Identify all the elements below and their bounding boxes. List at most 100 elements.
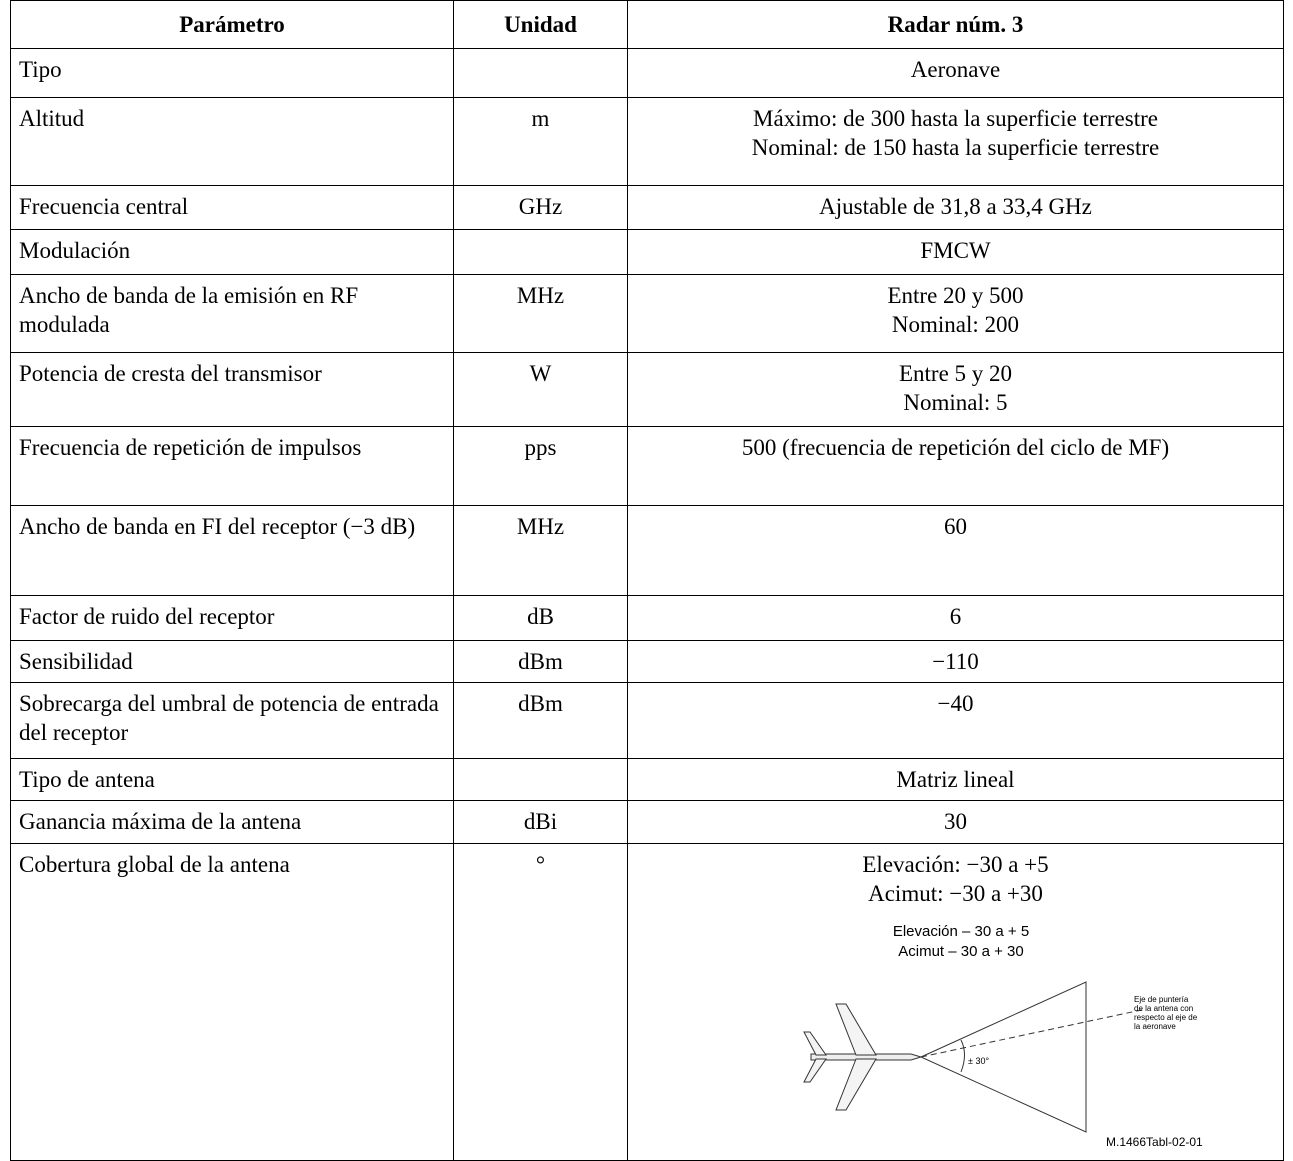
- table-cell: °: [453, 843, 628, 1161]
- table-cell: GHz: [453, 185, 628, 230]
- cell-line: Ajustable de 31,8 a 33,4 GHz: [819, 194, 1092, 219]
- cell-text: dBi: [523, 809, 558, 834]
- header-cell: Parámetro: [10, 0, 454, 49]
- table-cell: 30: [627, 800, 1284, 844]
- table-row: Frecuencia central GHz Ajustable de 31,8 a…: [10, 185, 1284, 230]
- coverage-figure: Elevación – 30 a + 5 Acimut – 30 a + 30 ± …: [802, 923, 1203, 1149]
- table-cell: Frecuencia central: [10, 185, 454, 230]
- cell-text: Ancho de banda de la emisión en RF modul…: [19, 283, 359, 337]
- figure-label: Elevación – 30 a + 5: [892, 923, 1028, 940]
- table-cell: Frecuencia de repetición de impulsos: [10, 426, 454, 506]
- table-cell: Matriz lineal: [627, 758, 1284, 801]
- cell-text: dB: [527, 604, 554, 629]
- table-cell: FMCW: [627, 229, 1284, 275]
- table-cell: MHz: [453, 274, 628, 353]
- cell-line: 500 (frecuencia de repetición del ciclo …: [741, 435, 1170, 460]
- table-cell: Tipo de antena: [10, 758, 454, 801]
- table-cell: Ancho de banda de la emisión en RF modul…: [10, 274, 454, 353]
- cell-text: Tipo: [19, 57, 62, 82]
- table-cell: dBi: [453, 800, 628, 844]
- cell-line: −110: [932, 649, 979, 674]
- table-cell: Factor de ruido del receptor: [10, 595, 454, 641]
- table-cell: Sobrecarga del umbral de potencia de ent…: [10, 682, 454, 759]
- table-cell: [453, 48, 628, 98]
- cell-text: Sensibilidad: [19, 649, 133, 674]
- cell-text: W: [529, 361, 552, 386]
- cell-text: Frecuencia central: [19, 194, 189, 219]
- parameter-table: Parámetro Unidad Radar núm. 3 Tipo Aeronave…: [10, 0, 1284, 1161]
- cell-line: Entre 20 y 500: [887, 283, 1024, 308]
- figure-ref: M.1466Tabl-02-01: [1106, 1135, 1203, 1149]
- table-cell: Ajustable de 31,8 a 33,4 GHz: [627, 185, 1284, 230]
- cell-text: MHz: [516, 283, 565, 308]
- cell-line: Nominal: 5: [903, 390, 1008, 415]
- header-text: Parámetro: [179, 12, 285, 37]
- table-row: Cobertura global de la antena ° Elevación:…: [10, 843, 1284, 1161]
- table-cell: pps: [453, 426, 628, 506]
- cell-text: Ancho de banda en FI del receptor (−3 dB…: [19, 514, 416, 539]
- cell-text: dBm: [518, 649, 563, 674]
- axis-note: Eje de puntería: [1134, 995, 1189, 1004]
- cell-line: Nominal: 200: [891, 312, 1020, 337]
- table-cell: Máximo: de 300 hasta la superficie terre…: [627, 97, 1284, 186]
- table-cell: MHz: [453, 505, 628, 596]
- axis-note: la aeronave: [1134, 1022, 1176, 1031]
- table-cell: Ganancia máxima de la antena: [10, 800, 454, 844]
- table-cell: [453, 758, 628, 801]
- table-cell: −110: [627, 640, 1284, 683]
- cell-line: Matriz lineal: [896, 767, 1015, 792]
- table-row: Tipo Aeronave: [10, 48, 1284, 98]
- boresight: [920, 1008, 1146, 1058]
- table-cell: Modulación: [10, 229, 454, 275]
- table-cell: Sensibilidad: [10, 640, 454, 683]
- table-cell: Tipo: [10, 48, 454, 98]
- table-cell: 60: [627, 505, 1284, 596]
- table-row: Ancho de banda en FI del receptor (−3 dB…: [10, 505, 1284, 596]
- table-cell: W: [453, 352, 628, 427]
- cell-text: MHz: [516, 514, 565, 539]
- cell-text: Factor de ruido del receptor: [19, 604, 275, 629]
- cell-text: Altitud: [19, 106, 85, 131]
- header-text: Unidad: [504, 12, 577, 37]
- cell-text: Tipo de antena: [19, 767, 155, 792]
- cell-text: Potencia de cresta del transmisor: [19, 361, 322, 386]
- table-cell: m: [453, 97, 628, 186]
- cell-line: FMCW: [920, 238, 991, 263]
- angle-arc: [960, 1039, 965, 1073]
- cell-text: GHz: [518, 194, 563, 219]
- table-cell: dBm: [453, 682, 628, 759]
- table-cell: Potencia de cresta del transmisor: [10, 352, 454, 427]
- header-cell: Radar núm. 3: [627, 0, 1284, 49]
- cell-line: 6: [949, 604, 962, 629]
- cell-line: −40: [937, 691, 974, 716]
- table-row: Sobrecarga del umbral de potencia de ent…: [10, 682, 1284, 759]
- table-cell: Altitud: [10, 97, 454, 186]
- aircraft: [810, 1053, 923, 1061]
- cell-line: Entre 5 y 20: [898, 361, 1013, 386]
- cell-text: °: [535, 852, 546, 877]
- table-cell: 500 (frecuencia de repetición del ciclo …: [627, 426, 1284, 506]
- cell-text: dBm: [518, 691, 563, 716]
- cell-line: 30: [944, 809, 967, 834]
- table-row: Sensibilidad dBm −110: [10, 640, 1284, 683]
- table-row: Potencia de cresta del transmisor W Entre …: [10, 352, 1284, 427]
- table-cell: Aeronave: [627, 48, 1284, 98]
- header-cell: Unidad: [453, 0, 628, 49]
- cell-text: pps: [524, 435, 557, 460]
- cell-text: Sobrecarga del umbral de potencia de ent…: [19, 691, 439, 745]
- cell-line: Nominal: de 150 hasta la superficie terr…: [751, 135, 1160, 160]
- table-cell: Elevación: −30 a +5 Acimut: −30 a +30 Elev…: [627, 843, 1284, 1161]
- cell-text: Frecuencia de repetición de impulsos: [19, 435, 362, 460]
- table-row: Frecuencia de repetición de impulsos pps 5…: [10, 426, 1284, 506]
- cell-line: Máximo: de 300 hasta la superficie terre…: [753, 106, 1158, 131]
- cell-line: Aeronave: [910, 57, 1001, 82]
- table-cell: Cobertura global de la antena: [10, 843, 454, 1161]
- header-text: Radar núm. 3: [887, 12, 1024, 37]
- table-cell: Entre 20 y 500 Nominal: 200: [627, 274, 1284, 353]
- table-cell: Ancho de banda en FI del receptor (−3 dB…: [10, 505, 454, 596]
- figure-label: Acimut – 30 a + 30: [898, 943, 1024, 960]
- aircraft-tail: [802, 1031, 827, 1083]
- table-row: Modulación FMCW: [10, 229, 1284, 275]
- table-cell: dB: [453, 595, 628, 641]
- table-row: Tipo de antena Matriz lineal: [10, 758, 1284, 801]
